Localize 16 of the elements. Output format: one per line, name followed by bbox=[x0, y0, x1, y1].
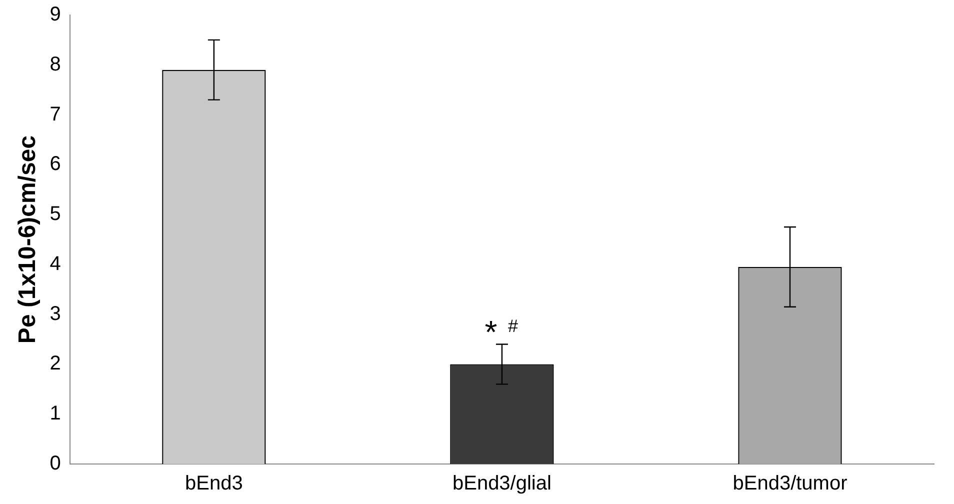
x-tick-label: bEnd3 bbox=[185, 472, 243, 495]
y-tick-label: 4 bbox=[50, 252, 61, 275]
y-tick-label: 9 bbox=[50, 4, 61, 26]
y-tick-label: 8 bbox=[50, 53, 61, 76]
y-tick-label: 6 bbox=[50, 153, 61, 176]
annotation: # bbox=[508, 316, 518, 336]
x-tick-label: bEnd3/glial bbox=[452, 472, 552, 495]
y-tick-label: 3 bbox=[50, 302, 61, 325]
y-tick-label: 1 bbox=[50, 402, 61, 425]
x-tick-label: bEnd3/tumor bbox=[732, 472, 848, 495]
y-tick-label: 0 bbox=[50, 452, 61, 475]
y-tick-label: 7 bbox=[50, 103, 61, 126]
y-tick-label: 2 bbox=[50, 352, 61, 375]
y-axis-title: Pe (1x10-6)cm/sec bbox=[14, 135, 42, 344]
annotation: * bbox=[484, 314, 498, 350]
y-tick-label: 5 bbox=[50, 203, 61, 226]
